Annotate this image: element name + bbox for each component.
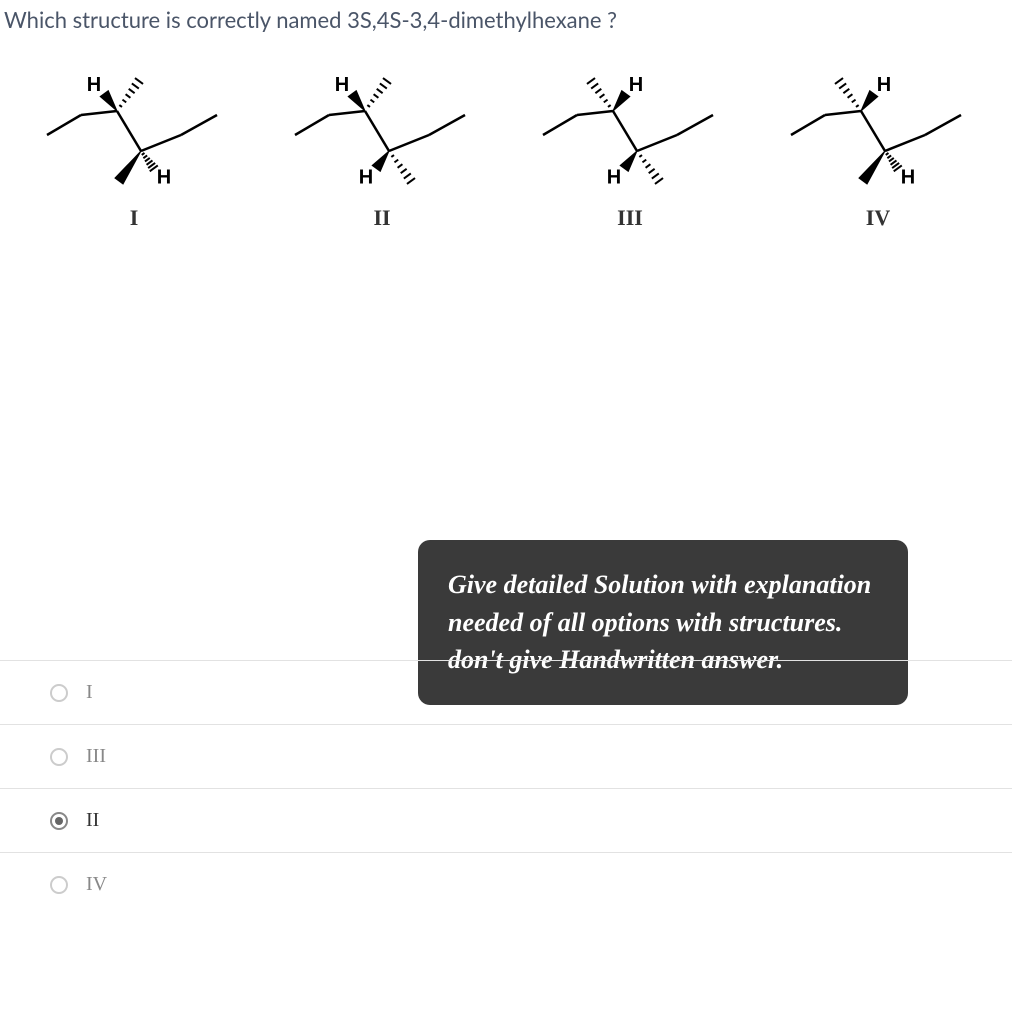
molecule-diagram: HH [29,63,239,193]
tooltip-text: Give detailed Solution with explanation … [448,570,871,674]
molecule-diagram: HH [773,63,983,193]
svg-text:H: H [87,74,101,96]
structure-label: III [617,205,643,231]
structure-label: I [130,205,139,231]
option-label: III [86,745,106,768]
svg-text:H: H [335,74,349,96]
option-II[interactable]: II [0,788,1012,852]
option-label: IV [86,873,107,896]
structure-label: II [373,205,390,231]
radio-icon[interactable] [50,748,68,766]
answer-options: I III II IV [0,660,1012,916]
option-label: I [86,681,93,704]
option-III[interactable]: III [0,724,1012,788]
svg-text:H: H [629,74,643,96]
radio-icon[interactable] [50,876,68,894]
radio-icon[interactable] [50,684,68,702]
svg-text:H: H [901,167,915,189]
structures-row: HHIHHIIHHIIIHHIV [0,63,1012,231]
structure-IV: HHIV [763,63,993,231]
structure-III: HHIII [515,63,745,231]
radio-icon[interactable] [50,812,68,830]
svg-text:H: H [607,167,621,189]
option-IV[interactable]: IV [0,852,1012,916]
molecule-diagram: HH [525,63,735,193]
svg-text:H: H [157,167,171,189]
structure-I: HHI [19,63,249,231]
svg-text:H: H [877,74,891,96]
svg-text:H: H [359,167,373,189]
option-I[interactable]: I [0,660,1012,724]
structure-label: IV [866,205,890,231]
question-text: Which structure is correctly named 3S,4S… [0,0,1012,53]
structure-II: HHII [267,63,497,231]
molecule-diagram: HH [277,63,487,193]
option-label: II [86,809,99,832]
